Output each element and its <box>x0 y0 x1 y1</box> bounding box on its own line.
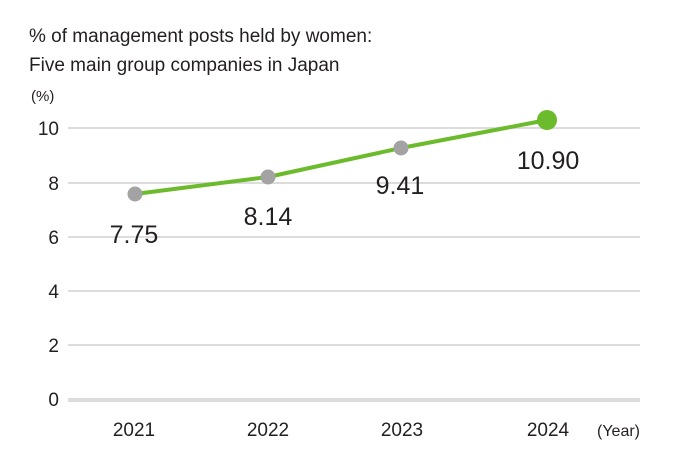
series-line <box>133 118 549 196</box>
x-tick-2024: 2024 <box>527 420 570 441</box>
y-tick-8: 8 <box>48 174 59 195</box>
data-label-2024: 10.90 <box>517 147 580 175</box>
x-axis-ticks: 2021 2022 2023 2024 <box>113 420 570 441</box>
y-axis-unit: (%) <box>31 88 55 105</box>
data-point-2021 <box>127 186 143 202</box>
y-tick-2: 2 <box>48 336 59 357</box>
y-tick-10: 10 <box>38 119 59 140</box>
data-point-2023 <box>393 140 409 156</box>
data-label-2023: 9.41 <box>376 172 425 200</box>
y-axis-ticks: 10 8 6 4 2 0 <box>38 119 60 411</box>
data-labels: 7.75 8.14 9.41 10.90 <box>110 147 580 249</box>
x-tick-2023: 2023 <box>381 420 423 441</box>
data-label-2021: 7.75 <box>110 221 159 249</box>
chart-title-line2: Five main group companies in Japan <box>29 55 340 76</box>
y-tick-6: 6 <box>48 228 59 249</box>
x-axis-unit: (Year) <box>597 423 640 440</box>
data-point-2022 <box>260 169 276 185</box>
y-tick-0: 0 <box>48 390 59 411</box>
x-tick-2021: 2021 <box>113 420 155 441</box>
x-tick-2022: 2022 <box>247 420 289 441</box>
gridlines <box>68 127 640 402</box>
data-point-2024-highlight <box>537 110 557 130</box>
chart-title-line1: % of management posts held by women: <box>29 26 373 47</box>
data-label-2022: 8.14 <box>244 203 293 231</box>
y-tick-4: 4 <box>48 282 59 303</box>
